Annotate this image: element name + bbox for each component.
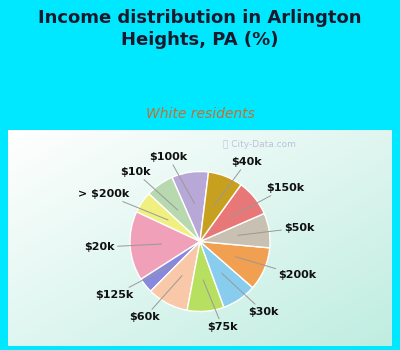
Text: $75k: $75k [203, 280, 238, 331]
Text: $150k: $150k [230, 183, 304, 217]
Wedge shape [172, 172, 208, 242]
Wedge shape [187, 241, 224, 312]
Wedge shape [130, 212, 200, 279]
Wedge shape [141, 241, 200, 291]
Wedge shape [136, 194, 200, 241]
Wedge shape [200, 214, 270, 248]
Text: $60k: $60k [130, 275, 182, 322]
Text: White residents: White residents [146, 107, 254, 121]
Text: $100k: $100k [150, 152, 194, 203]
Wedge shape [200, 241, 253, 307]
Text: Income distribution in Arlington
Heights, PA (%): Income distribution in Arlington Heights… [38, 9, 362, 49]
Text: $40k: $40k [214, 157, 262, 206]
Text: $20k: $20k [84, 242, 162, 252]
Wedge shape [200, 241, 270, 288]
Text: $10k: $10k [120, 167, 178, 210]
Text: $125k: $125k [95, 266, 170, 300]
Wedge shape [200, 172, 241, 241]
Wedge shape [149, 177, 200, 241]
Text: > $200k: > $200k [78, 189, 168, 220]
Text: $50k: $50k [238, 223, 315, 235]
Text: $200k: $200k [235, 257, 317, 280]
Wedge shape [151, 241, 200, 310]
Text: $30k: $30k [222, 273, 279, 317]
Text: ⓘ City-Data.com: ⓘ City-Data.com [223, 140, 296, 149]
Wedge shape [200, 185, 264, 242]
